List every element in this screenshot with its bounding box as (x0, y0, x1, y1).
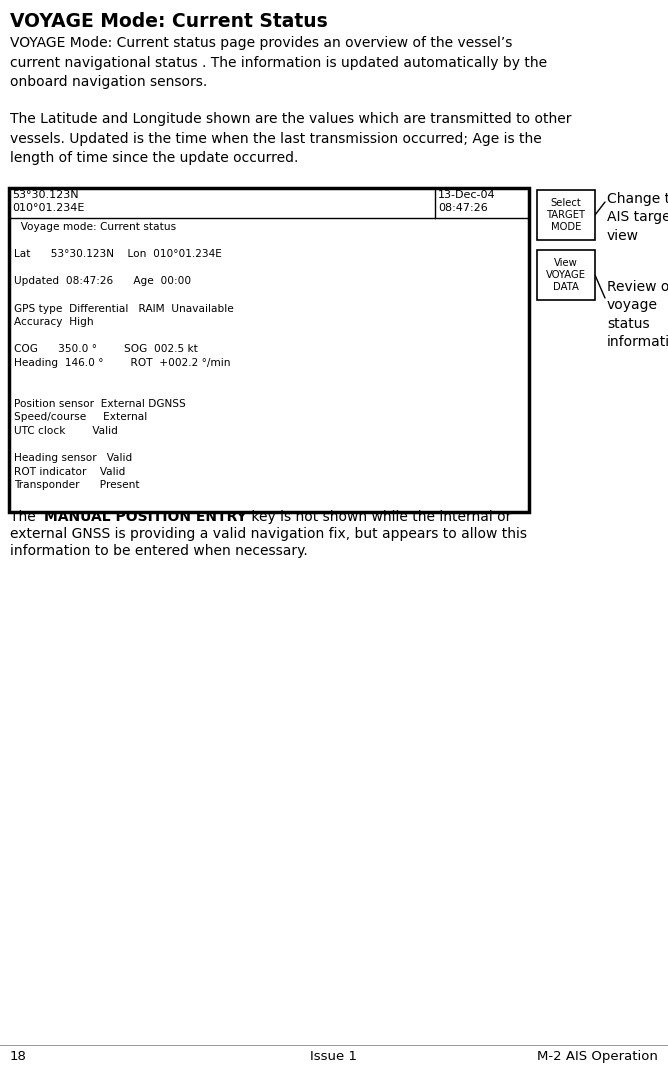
Text: Speed/course     External: Speed/course External (14, 413, 147, 423)
Text: Heading sensor   Valid: Heading sensor Valid (14, 453, 132, 463)
Text: 18: 18 (10, 1050, 27, 1063)
Text: 53°30.123N
010°01.234E: 53°30.123N 010°01.234E (12, 190, 84, 212)
Text: Issue 1: Issue 1 (311, 1050, 357, 1063)
Text: Heading  146.0 °        ROT  +002.2 °/min: Heading 146.0 ° ROT +002.2 °/min (14, 359, 230, 368)
Text: VOYAGE Mode: Current Status: VOYAGE Mode: Current Status (10, 12, 328, 31)
Text: Accuracy  High: Accuracy High (14, 317, 94, 328)
Text: Voyage mode: Current status: Voyage mode: Current status (14, 222, 176, 232)
Text: VOYAGE Mode: Current status page provides an overview of the vessel’s
current na: VOYAGE Mode: Current status page provide… (10, 36, 547, 89)
Text: UTC clock        Valid: UTC clock Valid (14, 426, 118, 436)
Text: ROT indicator    Valid: ROT indicator Valid (14, 466, 126, 477)
Text: The Latitude and Longitude shown are the values which are transmitted to other
v: The Latitude and Longitude shown are the… (10, 112, 572, 165)
Text: M-2 AIS Operation: M-2 AIS Operation (537, 1050, 658, 1063)
Bar (9, 188, 529, 512)
Text: external GNSS is providing a valid navigation fix, but appears to allow this: external GNSS is providing a valid navig… (10, 527, 527, 541)
Text: key is not shown while the internal or: key is not shown while the internal or (247, 510, 512, 524)
Text: GPS type  Differential   RAIM  Unavailable: GPS type Differential RAIM Unavailable (14, 304, 234, 314)
Text: MANUAL POSITION ENTRY: MANUAL POSITION ENTRY (45, 510, 247, 524)
Text: View
VOYAGE
DATA: View VOYAGE DATA (546, 257, 586, 292)
Text: COG      350.0 °        SOG  002.5 kt: COG 350.0 ° SOG 002.5 kt (14, 345, 198, 354)
Text: The: The (10, 510, 45, 524)
Text: Position sensor  External DGNSS: Position sensor External DGNSS (14, 399, 186, 409)
Text: Lat      53°30.123N    Lon  010°01.234E: Lat 53°30.123N Lon 010°01.234E (14, 250, 222, 259)
Text: Review own
voyage
status
information: Review own voyage status information (607, 280, 668, 349)
Text: Select
TARGET
MODE: Select TARGET MODE (546, 197, 585, 233)
Bar (537, 250, 595, 300)
Text: information to be entered when necessary.: information to be entered when necessary… (10, 544, 308, 558)
Text: Updated  08:47:26      Age  00:00: Updated 08:47:26 Age 00:00 (14, 276, 191, 286)
Bar (537, 190, 595, 240)
Text: 13-Dec-04
08:47:26: 13-Dec-04 08:47:26 (438, 190, 496, 212)
Text: Change to
AIS target
view: Change to AIS target view (607, 192, 668, 243)
Text: Transponder      Present: Transponder Present (14, 480, 140, 491)
